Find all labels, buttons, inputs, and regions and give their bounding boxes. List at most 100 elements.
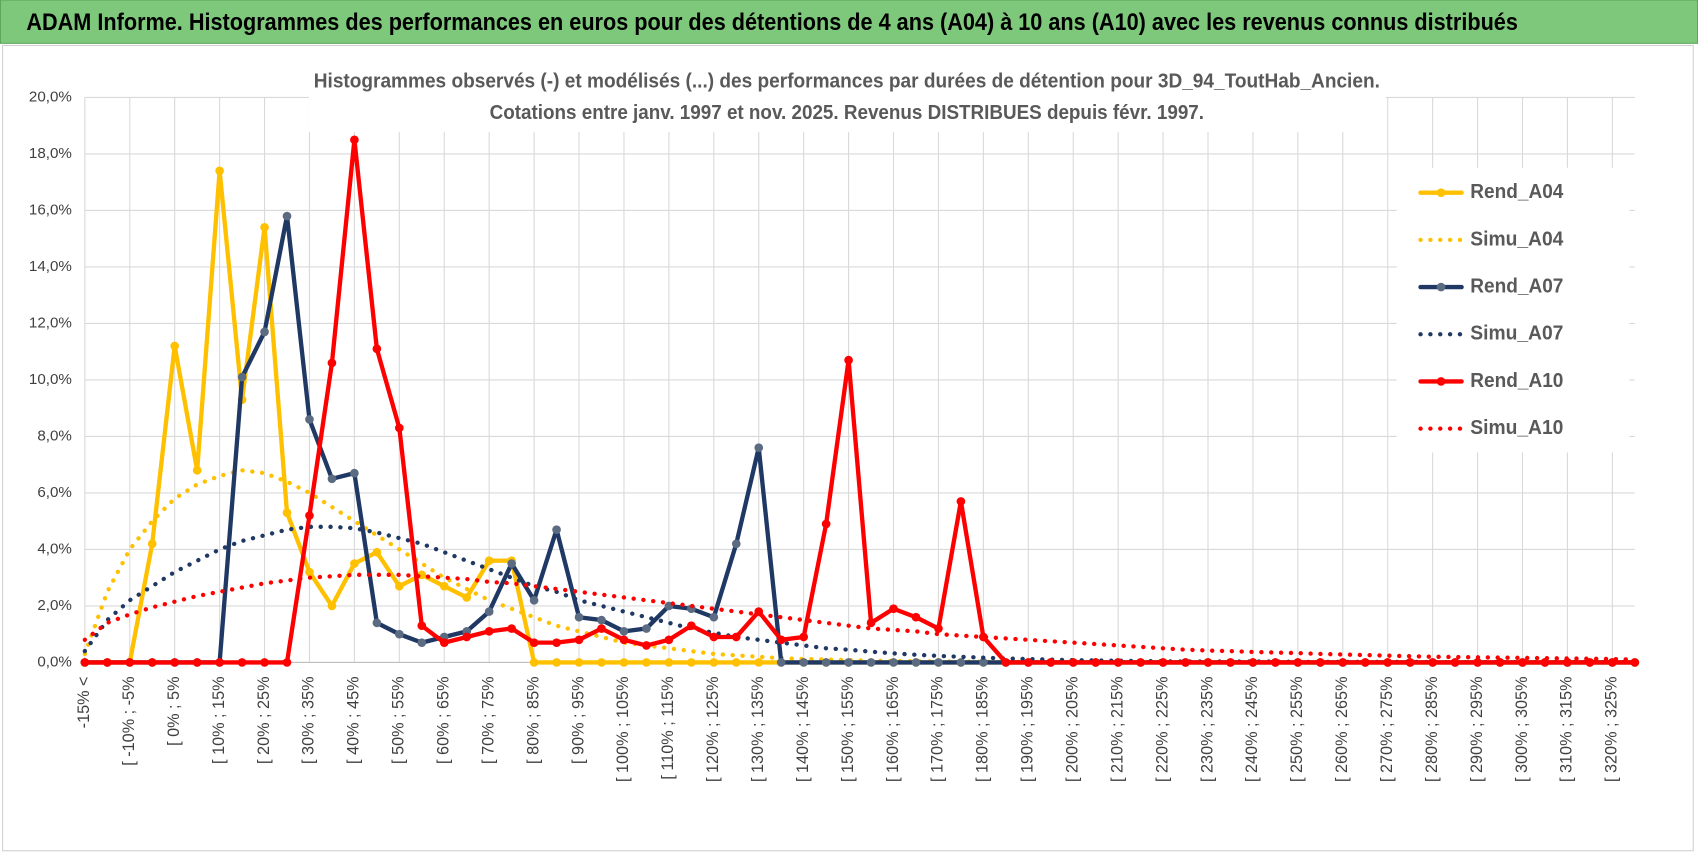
marker bbox=[664, 635, 674, 645]
x-tick-label: [ 220% ; 225% bbox=[1153, 676, 1171, 781]
x-tick-label: [ 320% ; 325% bbox=[1603, 676, 1621, 781]
x-tick-label: [ 130% ; 135% bbox=[749, 676, 767, 782]
marker bbox=[372, 344, 382, 354]
marker bbox=[1360, 658, 1370, 667]
marker bbox=[1248, 658, 1258, 667]
x-tick-label: [ 310% ; 315% bbox=[1558, 676, 1576, 782]
y-tick-label: 20,0% bbox=[29, 88, 72, 105]
marker bbox=[305, 511, 314, 520]
marker bbox=[350, 559, 359, 568]
title-background bbox=[308, 64, 1386, 133]
chart-title: Cotations entre janv. 1997 et nov. 2025.… bbox=[490, 101, 1204, 124]
chart-title: Histogrammes observés (-) et modélisés (… bbox=[314, 70, 1380, 93]
marker bbox=[1113, 658, 1123, 667]
marker bbox=[731, 539, 741, 549]
marker bbox=[529, 638, 539, 647]
marker bbox=[866, 658, 876, 667]
y-tick-label: 12,0% bbox=[29, 314, 72, 331]
marker bbox=[1158, 658, 1168, 667]
marker bbox=[642, 641, 651, 650]
marker bbox=[642, 624, 651, 633]
marker bbox=[642, 658, 651, 667]
marker bbox=[372, 547, 382, 557]
marker bbox=[844, 355, 853, 365]
marker bbox=[731, 658, 741, 667]
marker bbox=[507, 559, 516, 568]
marker bbox=[394, 581, 404, 591]
marker bbox=[866, 618, 876, 628]
legend-marker bbox=[1436, 377, 1446, 386]
x-tick-label: [ 270% ; 275% bbox=[1378, 676, 1396, 781]
marker bbox=[934, 658, 943, 667]
marker bbox=[1495, 658, 1505, 667]
marker bbox=[1450, 658, 1460, 667]
marker bbox=[1271, 658, 1280, 667]
y-tick-label: 4,0% bbox=[37, 540, 72, 557]
x-tick-label: [ 10% ; 15% bbox=[210, 676, 228, 763]
marker bbox=[394, 423, 404, 433]
x-tick-label: [ 40% ; 45% bbox=[345, 676, 363, 763]
x-tick-label: [ 70% ; 75% bbox=[479, 676, 497, 763]
marker bbox=[709, 632, 719, 642]
x-tick-label: [ 160% ; 165% bbox=[884, 676, 902, 782]
marker bbox=[484, 627, 494, 636]
marker bbox=[776, 635, 786, 645]
plot: -15% < [ -10% ; -5% [ 0% ; 5% [ 10% ; 15% [ … bbox=[29, 64, 1640, 782]
x-tick-label: [ 180% ; 185% bbox=[974, 676, 992, 782]
marker bbox=[799, 658, 808, 667]
marker bbox=[529, 658, 539, 667]
legend-label: Rend_A10 bbox=[1470, 369, 1563, 392]
marker bbox=[574, 635, 584, 645]
legend-marker bbox=[1436, 282, 1446, 292]
marker bbox=[1023, 658, 1033, 667]
marker bbox=[574, 612, 584, 622]
marker bbox=[529, 595, 539, 605]
marker bbox=[979, 658, 988, 667]
legend-label: Rend_A04 bbox=[1470, 180, 1564, 203]
marker bbox=[282, 658, 292, 667]
x-tick-label: [ 110% ; 115% bbox=[659, 676, 677, 779]
y-tick-label: 0,0% bbox=[37, 653, 72, 670]
marker bbox=[327, 358, 337, 368]
x-tick-label: [ 170% ; 175% bbox=[929, 676, 947, 782]
marker bbox=[754, 658, 764, 667]
marker bbox=[1315, 658, 1325, 667]
marker bbox=[1383, 658, 1393, 667]
marker bbox=[911, 658, 921, 667]
marker bbox=[170, 658, 180, 667]
marker bbox=[372, 618, 382, 628]
marker bbox=[215, 166, 224, 176]
marker bbox=[1091, 658, 1101, 667]
y-tick-label: 8,0% bbox=[37, 427, 72, 444]
x-tick-label: [ 20% ; 25% bbox=[255, 676, 273, 763]
marker bbox=[1428, 658, 1437, 667]
marker bbox=[350, 135, 359, 145]
x-tick-label: [ 150% ; 155% bbox=[839, 676, 857, 782]
marker bbox=[147, 658, 157, 667]
x-tick-label: [ 280% ; 285% bbox=[1423, 676, 1441, 782]
marker bbox=[821, 519, 831, 529]
marker bbox=[709, 658, 719, 667]
line bbox=[82, 137, 1637, 665]
marker bbox=[619, 635, 629, 645]
legend-label: Simu_A04 bbox=[1470, 227, 1564, 250]
marker bbox=[687, 621, 696, 631]
legend-label: Simu_A10 bbox=[1470, 416, 1563, 439]
legend-label: Simu_A07 bbox=[1470, 322, 1563, 345]
marker bbox=[821, 658, 831, 667]
marker bbox=[552, 658, 561, 667]
marker bbox=[799, 632, 808, 642]
marker bbox=[552, 638, 561, 647]
y-tick-label: 18,0% bbox=[29, 145, 72, 162]
marker bbox=[687, 658, 696, 667]
marker bbox=[1630, 658, 1640, 667]
marker bbox=[327, 474, 337, 484]
y-tick-label: 14,0% bbox=[29, 258, 72, 275]
marker bbox=[956, 658, 966, 667]
x-tick-label: [ 300% ; 305% bbox=[1513, 676, 1531, 782]
marker bbox=[889, 658, 898, 667]
marker bbox=[260, 327, 269, 337]
x-tick-label: [ 190% ; 195% bbox=[1019, 676, 1037, 782]
marker bbox=[1338, 658, 1348, 667]
